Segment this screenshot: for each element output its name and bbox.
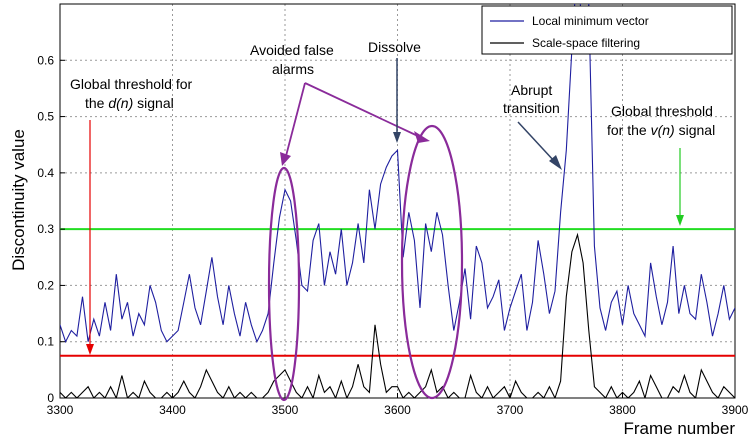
y-tick-label: 0.3 bbox=[37, 222, 54, 236]
annotation-dn-line1: Global threshold for bbox=[70, 76, 193, 92]
annotation-false-alarms-line2: alarms bbox=[272, 61, 314, 77]
annotation-false-alarms-arrowhead-left bbox=[280, 152, 291, 166]
y-tick-labels: 0 0.1 0.2 0.3 0.4 0.5 0.6 bbox=[37, 53, 65, 405]
y-axis-label: Discontinuity value bbox=[9, 129, 28, 271]
y-tick-label: 0.1 bbox=[37, 335, 54, 349]
x-axis-label: Frame number bbox=[624, 419, 736, 438]
y-tick-label: 0.2 bbox=[37, 278, 54, 292]
annotation-vn-line2: for the v(n) signal bbox=[607, 122, 715, 138]
annotation-abrupt-line2: transition bbox=[503, 100, 560, 116]
x-tick-label: 3800 bbox=[609, 403, 636, 417]
x-tick-label: 3700 bbox=[497, 403, 524, 417]
annotation-abrupt-arrowhead bbox=[549, 155, 562, 170]
annotation-false-alarms: Avoided false alarms bbox=[250, 42, 464, 402]
x-tick-labels: 3300 3400 3500 3600 3700 3800 3900 bbox=[47, 393, 749, 417]
annotation-vn-post: signal bbox=[675, 122, 715, 138]
annotation-vn-var: v(n) bbox=[651, 122, 675, 138]
annotation-dn-pre: the bbox=[85, 95, 108, 111]
annotation-dn-var: d(n) bbox=[108, 95, 133, 111]
x-tick-label: 3500 bbox=[272, 403, 299, 417]
legend-label-scale-space: Scale-space filtering bbox=[532, 36, 640, 50]
x-tick-label: 3900 bbox=[722, 403, 749, 417]
annotation-false-alarms-line1: Avoided false bbox=[250, 42, 334, 58]
y-tick-label: 0 bbox=[47, 391, 54, 405]
series-line-scale-space bbox=[60, 232, 735, 398]
series-line-local-minimum bbox=[60, 4, 735, 344]
highlight-ellipse-right bbox=[400, 124, 464, 400]
annotation-dissolve-label: Dissolve bbox=[368, 39, 421, 55]
annotation-abrupt-line1: Abrupt bbox=[511, 82, 552, 98]
annotation-dissolve-arrowhead bbox=[393, 132, 401, 143]
legend-label-local-minimum: Local minimum vector bbox=[532, 14, 649, 28]
threshold-lines bbox=[60, 228, 735, 357]
legend-box bbox=[481, 5, 733, 55]
y-tick-label: 0.5 bbox=[37, 110, 54, 124]
x-tick-label: 3400 bbox=[159, 403, 186, 417]
y-tick-label: 0.6 bbox=[37, 53, 54, 67]
x-tick-label: 3300 bbox=[47, 403, 74, 417]
series-lines bbox=[60, 4, 735, 398]
annotation-false-alarms-arrow-right bbox=[304, 82, 421, 138]
highlight-ellipse-left bbox=[267, 166, 301, 402]
annotation-vn-pre: for the bbox=[607, 122, 651, 138]
x-tick-label: 3600 bbox=[384, 403, 411, 417]
annotation-vn-threshold: Global threshold for the v(n) signal bbox=[607, 103, 715, 226]
legend: Local minimum vector Scale-space filteri… bbox=[481, 5, 733, 55]
annotation-abrupt-arrow bbox=[517, 121, 556, 163]
annotation-dn-threshold: Global threshold for the d(n) signal bbox=[70, 76, 193, 355]
annotation-vn-line1: Global threshold bbox=[611, 103, 713, 119]
annotation-abrupt: Abrupt transition bbox=[503, 82, 562, 170]
annotation-false-alarms-arrow-left bbox=[285, 82, 306, 157]
y-tick-label: 0.4 bbox=[37, 166, 54, 180]
annotation-dissolve: Dissolve bbox=[368, 39, 421, 143]
annotation-dn-post: signal bbox=[133, 95, 173, 111]
annotation-vn-arrowhead bbox=[676, 215, 684, 226]
annotation-dn-arrowhead bbox=[86, 344, 94, 355]
annotation-dn-line2: the d(n) signal bbox=[85, 95, 174, 111]
